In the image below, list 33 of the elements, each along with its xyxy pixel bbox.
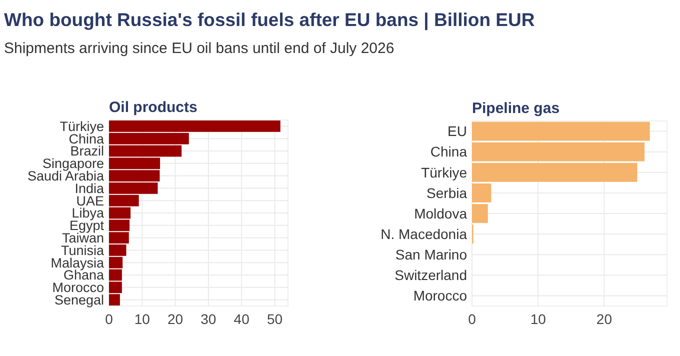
x-tick-label: 10 <box>134 311 150 327</box>
y-tick-label: Türkiye <box>60 118 104 134</box>
y-tick-label: UAE <box>76 193 104 208</box>
y-tick-label: Türkiye <box>421 164 468 180</box>
text: Who bought Russia's fossil fuels after EU bans | Billion EUR <box>4 9 535 31</box>
y-tick-label: Singapore <box>42 156 104 172</box>
chart-title: Pipeline gas <box>472 100 560 117</box>
x-tick-label: 0 <box>105 311 114 327</box>
y-tick-label: Libya <box>72 206 104 221</box>
chart-title: Oil products <box>109 99 198 116</box>
y-tick-label: India <box>74 180 104 196</box>
text: Shipments arriving since EU oil bans until end of July 2026 <box>4 40 394 57</box>
x-tick-label: 10 <box>530 311 546 327</box>
x-tick-label: 50 <box>266 311 283 327</box>
y-tick-label: Malaysia <box>50 255 104 270</box>
y-tick-label: Switzerland <box>394 267 467 284</box>
y-tick-label: N. Macedonia <box>380 226 468 242</box>
x-tick-label: 40 <box>234 311 250 327</box>
y-tick-label: Morocco <box>413 288 468 304</box>
y-tick-label: China <box>430 144 468 160</box>
y-tick-label: Tunisia <box>60 242 104 258</box>
y-tick-label: Morocco <box>52 280 104 296</box>
y-tick-label: EU <box>448 123 467 140</box>
x-tick-label: 20 <box>168 311 184 327</box>
x-tick-label: 30 <box>200 311 216 327</box>
x-tick-label: 20 <box>596 311 612 327</box>
y-tick-label: Serbia <box>426 184 468 201</box>
y-tick-label: Moldova <box>414 205 468 222</box>
y-tick-label: San Marino <box>395 246 468 263</box>
y-tick-label: Brazil <box>70 144 104 159</box>
bar <box>472 122 650 141</box>
y-tick-label: Senegal <box>54 292 104 308</box>
x-tick-label: 0 <box>468 311 476 327</box>
